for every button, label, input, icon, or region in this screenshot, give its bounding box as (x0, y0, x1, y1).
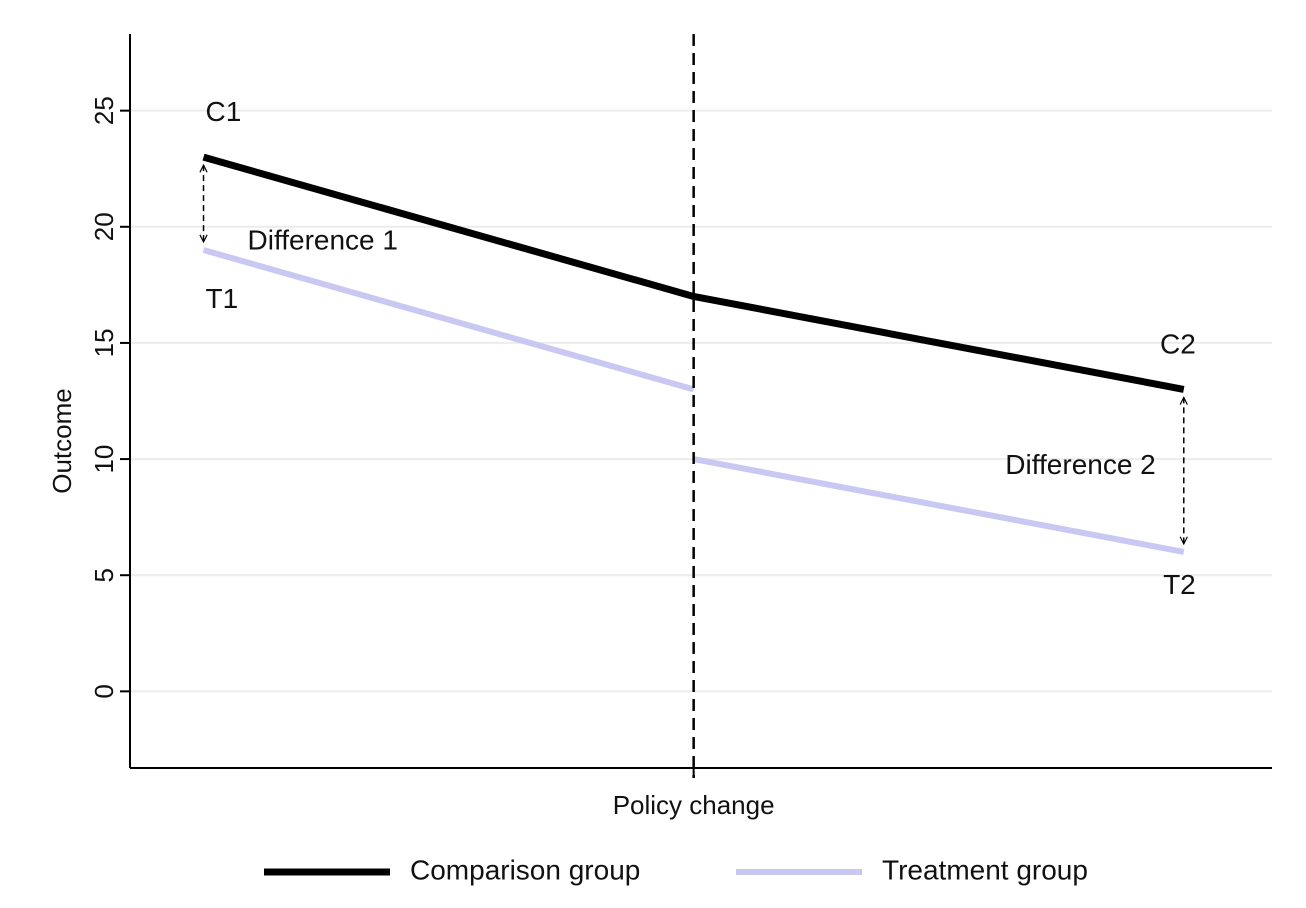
difference-1-label: Difference 1 (248, 224, 398, 255)
point-label-t2: T2 (1163, 569, 1196, 600)
axes: 0 5 10 15 20 25 Outcome Policy change (47, 34, 1272, 820)
treatment-group-line-segment-1 (202, 247, 695, 393)
legend-label-comparison-group: Comparison group (410, 854, 640, 885)
y-tick-label: 0 (89, 684, 119, 698)
difference-arrows (204, 165, 1184, 544)
comparison-group-line-segment-1 (202, 153, 1185, 393)
legend: Comparison group Treatment group (264, 854, 1088, 885)
point-label-c1: C1 (206, 96, 242, 127)
y-tick-label: 5 (89, 568, 119, 582)
gridlines (130, 109, 1272, 693)
legend-label-treatment-group: Treatment group (882, 854, 1088, 885)
y-tick-label: 25 (89, 96, 119, 125)
x-tick-label: Policy change (613, 790, 775, 820)
annotations: C1 T1 C2 T2 Difference 1 Difference 2 (206, 96, 1196, 600)
y-axis-label: Outcome (47, 388, 77, 494)
treatment-group-line-segment-2 (693, 456, 1185, 555)
y-tick-label: 15 (89, 328, 119, 357)
series-lines (202, 153, 1185, 555)
point-label-t1: T1 (206, 283, 239, 314)
y-tick-label: 10 (89, 445, 119, 474)
point-label-c2: C2 (1160, 328, 1196, 359)
difference-2-label: Difference 2 (1005, 449, 1155, 480)
y-tick-label: 20 (89, 212, 119, 241)
